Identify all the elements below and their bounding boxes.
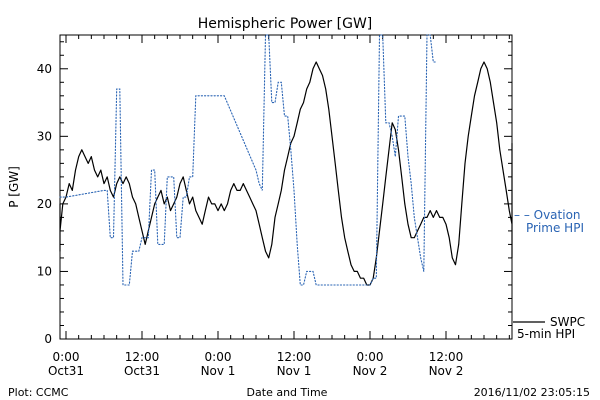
footer-timestamp: 2016/11/02 23:05:15 — [474, 386, 590, 399]
legend-swpc-label-line2: 5-min HPI — [517, 327, 575, 341]
series-layer — [59, 34, 513, 286]
y-tick-label: 0 — [44, 332, 52, 346]
legend-ovation-label-line2: Prime HPI — [526, 221, 584, 235]
y-axis-label: P [GW] — [7, 166, 21, 208]
x-tick-time-label: 0:00 — [357, 350, 384, 364]
y-axis: 0 10 20 30 40 — [37, 41, 512, 346]
chart-title: Hemispheric Power [GW] — [198, 16, 373, 32]
x-tick-time-label: 12:00 — [277, 350, 312, 364]
x-tick-date-label: Nov 1 — [277, 364, 312, 378]
y-tick-label: 20 — [37, 197, 52, 211]
legend-ovation-label: – – Ovation — [514, 208, 581, 222]
x-tick-date-label: Oct31 — [124, 364, 160, 378]
y-tick-label: 30 — [37, 129, 52, 143]
series-line-swpc — [59, 61, 513, 286]
x-tick-date-label: Nov 2 — [429, 364, 464, 378]
y-tick-label: 40 — [37, 62, 52, 76]
x-tick-date-label: Nov 1 — [201, 364, 236, 378]
plot-frame — [59, 34, 513, 340]
x-tick-date-label: Nov 2 — [353, 364, 388, 378]
series-line-ovation — [59, 34, 438, 286]
x-tick-time-label: 0:00 — [53, 350, 80, 364]
x-tick-date-label: Oct31 — [48, 364, 84, 378]
x-axis-title: Date and Time — [247, 386, 328, 399]
x-tick-time-label: 12:00 — [429, 350, 464, 364]
legend-swpc-label: SWPC — [550, 315, 585, 329]
x-tick-time-label: 0:00 — [205, 350, 232, 364]
footer-plot-credit: Plot: CCMC — [8, 386, 69, 399]
x-tick-time-label: 12:00 — [125, 350, 160, 364]
y-tick-label: 10 — [37, 264, 52, 278]
